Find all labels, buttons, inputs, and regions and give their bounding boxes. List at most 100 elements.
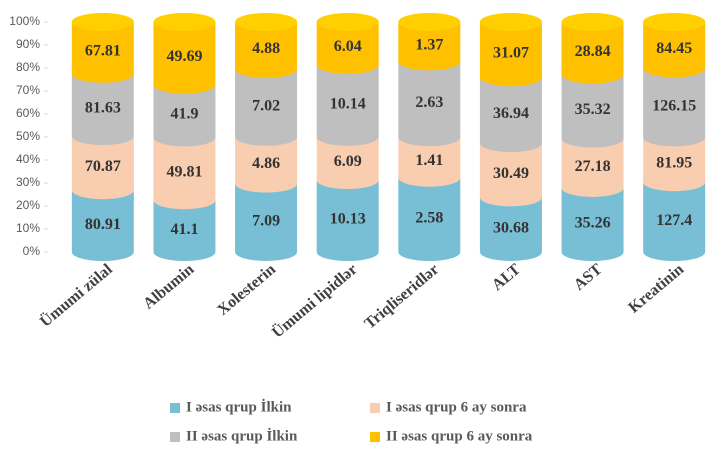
data-label: 36.94 [493,105,529,122]
cylinder-segment [561,22,624,84]
legend-swatch [170,403,180,413]
y-tick-label: 10% [16,221,40,235]
cylinder-segment [235,136,298,193]
cylinder-segment [71,73,134,146]
cylinder-segment [316,136,379,190]
cylinder-top [235,13,298,31]
data-label: 1.37 [415,36,443,53]
data-label: 49.81 [166,163,202,180]
cylinder-segment [479,77,542,153]
data-label: 30.68 [493,219,529,236]
data-label: 84.45 [656,40,692,57]
y-tick-label: 0% [23,244,41,258]
data-label: 4.88 [252,40,280,57]
data-label: 49.69 [166,48,202,65]
data-label: 30.49 [493,165,529,182]
cylinder-segment [479,143,542,207]
x-tick-label: Ümumi zülal [36,260,116,331]
cylinder-segment [398,61,461,147]
data-label: 28.84 [575,43,611,60]
data-label: 27.18 [575,158,611,175]
cylinder-segment [235,183,298,261]
legend-swatch [370,432,380,442]
x-tick-label: Ümumi lipidlər [268,260,360,342]
x-tick-label: ALT [489,261,524,294]
y-tick-label: 50% [16,129,40,143]
data-label: 41.1 [170,221,198,238]
legend-swatch [170,432,180,442]
data-label: 6.04 [334,38,362,55]
data-label: 67.81 [85,43,121,60]
data-label: 80.91 [85,216,121,233]
data-label: 10.13 [330,211,366,228]
data-label: 7.09 [252,212,280,229]
data-label: 81.95 [656,154,692,171]
y-tick-label: 90% [16,37,40,51]
cylinder-segment [643,137,706,192]
cylinder-top [153,13,216,31]
cylinder-segment [316,22,379,74]
cylinder-segment [316,64,379,146]
cylinder-segment [479,22,542,87]
y-tick-label: 60% [16,106,40,120]
cylinder-segment [479,197,542,261]
y-tick-label: 20% [16,198,40,212]
data-label: 81.63 [85,100,121,117]
cylinder-segment [643,68,706,147]
cylinder-top [316,13,379,31]
x-tick-label: Kreatinin [625,261,687,317]
x-tick-label: AST [571,261,606,294]
data-label: 70.87 [85,158,121,175]
legend-label: II əsas qrup 6 ay sonra [386,428,533,444]
x-tick-label: Triqliseridlər [361,261,442,333]
cylinder-segment [643,182,706,261]
legend-label: I əsas qrup 6 ay sonra [386,399,527,415]
data-label: 2.58 [415,210,443,227]
y-tick-label: 30% [16,175,40,189]
cylinder-segment [561,138,624,197]
cylinder-top [643,13,706,31]
cylinder-segment [153,22,216,94]
legend-label: I əsas qrup İlkin [186,398,292,415]
y-tick-label: 40% [16,152,40,166]
cylinder-segment [398,137,461,187]
legend-label: II əsas qrup İlkin [186,427,298,444]
data-label: 35.32 [575,101,611,118]
data-label: 41.9 [170,106,198,123]
data-label: 35.26 [575,215,611,232]
x-tick-label: Albumin [140,261,197,313]
cylinder-segment [235,22,298,79]
cylinder-segment [153,84,216,147]
legend-swatch [370,403,380,413]
cylinder-segment [398,22,461,71]
y-tick-label: 80% [16,60,40,74]
cylinder-segment [561,74,624,148]
cylinder-segment [316,180,379,261]
cylinder-top [561,13,624,31]
y-tick-label: 70% [16,83,40,97]
cylinder-segment [71,190,134,261]
y-tick-label: 100% [9,14,40,28]
data-label: 4.86 [252,155,280,172]
cylinder-segment [71,22,134,83]
data-label: 7.02 [252,98,280,115]
data-label: 10.14 [330,96,366,113]
data-label: 126.15 [652,97,696,114]
cylinder-segment [235,69,298,146]
data-label: 2.63 [415,94,443,111]
cylinder-top [479,13,542,31]
cylinder-segment [71,136,134,200]
data-label: 1.41 [415,152,443,169]
cylinder-segment [643,22,706,78]
data-label: 31.07 [493,44,529,61]
x-tick-label: Xolesterin [214,261,279,319]
cylinder-top [71,13,134,31]
cylinder-segment [153,200,216,261]
data-label: 127.4 [656,212,692,229]
data-label: 6.09 [334,153,362,170]
cylinder-segment [561,187,624,261]
cylinder-segment [398,177,461,261]
cylinder-segment [153,137,216,210]
cylinder-top [398,13,461,31]
